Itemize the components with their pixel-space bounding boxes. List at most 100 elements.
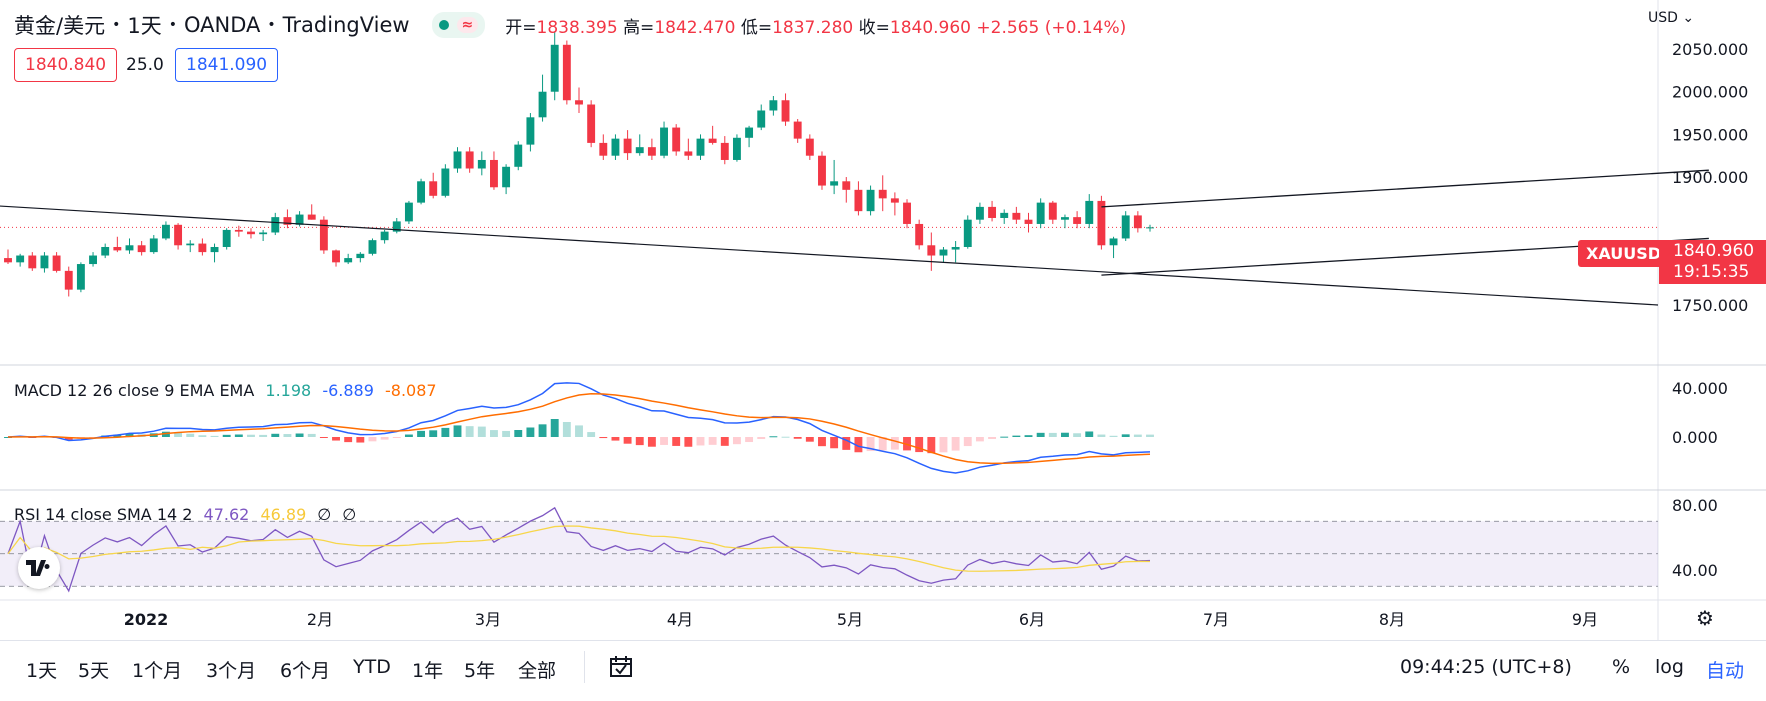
settings-gear-icon[interactable]: ⚙ (1696, 606, 1714, 630)
macd-signal-line (7, 393, 1151, 465)
time-axis-label: 9月 (1572, 610, 1598, 629)
macd-histogram-bar (404, 434, 413, 437)
utc-clock[interactable]: 09:44:25 (UTC+8) (1400, 656, 1572, 678)
macd-histogram-bar (247, 434, 255, 437)
price-tick-label: 2050.000 (1672, 40, 1748, 59)
time-axis-label: 3月 (475, 610, 501, 629)
macd-histogram-bar (684, 437, 693, 447)
market-status-pill[interactable]: ≈ (431, 12, 486, 38)
date-range-calendar-icon[interactable] (608, 655, 634, 683)
candle-body (878, 189, 887, 199)
candle-body (453, 151, 462, 169)
macd-histogram-bar (490, 430, 498, 437)
candle-body (392, 221, 401, 232)
price-tick-label: 1950.000 (1672, 125, 1748, 144)
macd-histogram-bar (562, 422, 571, 437)
macd-histogram-bar (720, 437, 729, 446)
macd-label[interactable]: MACD 12 26 close 9 EMA EMA (14, 381, 255, 400)
macd-histogram-bar (769, 436, 778, 438)
macd-histogram-bar (319, 437, 328, 438)
macd-line-value: -6.889 (322, 381, 374, 400)
candle-body (684, 151, 693, 156)
candle-body (1061, 217, 1069, 220)
candle-body (745, 127, 754, 138)
change-value: +2.565 (976, 17, 1040, 38)
rsi-line (7, 506, 1151, 593)
symbol-name[interactable]: 黄金/美元 (14, 14, 106, 38)
candle-body (635, 147, 644, 154)
log-scale-toggle[interactable]: log (1655, 656, 1684, 678)
candle-body (1097, 200, 1106, 246)
candle-body (514, 144, 523, 167)
macd-tick-label: 0.000 (1672, 428, 1718, 447)
macd-histogram-bar (1109, 435, 1118, 437)
spread-value: 25.0 (126, 55, 164, 75)
macd-histogram-bar (526, 427, 535, 437)
candle-body (161, 224, 170, 239)
macd-histogram-bar (1048, 432, 1057, 437)
candle-body (101, 246, 110, 256)
macd-histogram-bar (210, 435, 219, 437)
tradingview-logo-icon[interactable] (18, 547, 60, 589)
timeframe-button-8[interactable]: 全部 (518, 660, 557, 682)
candle-body (490, 159, 498, 188)
candle-body (16, 255, 25, 263)
change-pct-value: (+0.14%) (1044, 17, 1127, 38)
price-tick-label: 1750.000 (1672, 296, 1748, 315)
macd-histogram-bar (781, 436, 790, 438)
candle-body (271, 217, 280, 233)
chevron-down-icon: ⌄ (1682, 10, 1695, 26)
rsi-label[interactable]: RSI 14 close SMA 14 2 (14, 505, 193, 524)
percent-scale-toggle[interactable]: % (1612, 656, 1631, 678)
macd-histogram-bar (854, 437, 863, 453)
candle-body (40, 255, 49, 269)
macd-histogram-bar (793, 437, 802, 439)
low-value: 1837.280 (772, 17, 854, 38)
timeframe-button-5[interactable]: YTD (353, 656, 391, 678)
macd-histogram-bar (915, 437, 924, 453)
candle-body (295, 214, 304, 225)
auto-scale-toggle[interactable]: 自动 (1706, 660, 1745, 682)
candle-body (198, 243, 207, 253)
candle-body (915, 223, 924, 246)
timeframe-button-0[interactable]: 1天 (26, 660, 58, 682)
sell-price-button[interactable]: 1840.840 (14, 48, 118, 82)
candle-body (611, 138, 620, 156)
candle-body (210, 246, 219, 253)
timeframe-button-6[interactable]: 1年 (412, 660, 444, 682)
candle-body (939, 249, 948, 256)
macd-histogram-bar (186, 433, 195, 437)
bar-countdown: 19:15:35 (1673, 262, 1750, 282)
buy-price-button[interactable]: 1841.090 (175, 48, 279, 82)
timeframe-button-2[interactable]: 1个月 (132, 660, 183, 682)
candle-body (963, 219, 972, 247)
macd-histogram-bar (975, 437, 984, 442)
timeframe-button-4[interactable]: 6个月 (280, 660, 331, 682)
candle-body (477, 159, 486, 169)
macd-histogram-bar (635, 437, 644, 446)
macd-histogram-bar (1097, 434, 1106, 437)
macd-histogram-bar (368, 437, 377, 442)
macd-histogram-bar (550, 419, 559, 437)
macd-histogram-bar (842, 437, 851, 450)
candle-body (1000, 212, 1009, 218)
timeframe-button-3[interactable]: 3个月 (206, 660, 257, 682)
chart-canvas[interactable]: 2050.0002000.0001950.0001900.0001800.000… (0, 0, 1766, 640)
macd-histogram-bar (951, 437, 960, 451)
ohlc-readout: 开=1838.395 高=1842.470 低=1837.280 收=1840.… (505, 17, 1127, 38)
candle-body (186, 243, 195, 246)
candle-body (429, 181, 438, 196)
candle-body (283, 217, 292, 225)
macd-histogram-bar (611, 437, 620, 441)
candle-body (234, 229, 243, 232)
currency-selector[interactable]: USD ⌄ (1648, 10, 1695, 26)
candle-body (562, 44, 571, 101)
interval-label[interactable]: 1天 (127, 14, 162, 38)
macd-histogram-bar (1000, 436, 1009, 438)
timeframe-button-1[interactable]: 5天 (78, 660, 110, 682)
timeframe-button-7[interactable]: 5年 (464, 660, 496, 682)
macd-histogram-bar (963, 437, 972, 447)
candle-body (247, 231, 255, 235)
rsi-extra-1: ∅ (317, 505, 332, 524)
macd-histogram-bar (1061, 432, 1069, 437)
